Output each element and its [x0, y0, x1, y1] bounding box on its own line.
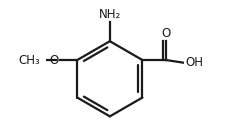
Text: O: O — [161, 27, 170, 40]
Text: O: O — [49, 53, 59, 66]
Text: NH₂: NH₂ — [98, 8, 120, 21]
Text: OH: OH — [185, 56, 203, 69]
Text: CH₃: CH₃ — [18, 53, 40, 66]
